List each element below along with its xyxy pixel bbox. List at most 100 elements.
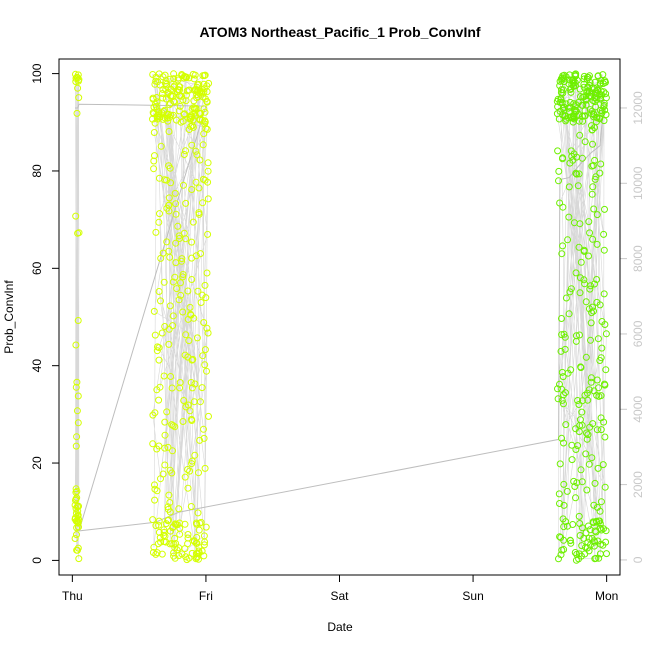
data-point [200,130,208,138]
data-point [558,250,566,258]
plot-frame [58,58,621,576]
data-point [204,329,212,337]
data-point [179,308,187,316]
data-point [576,416,584,424]
data-point [184,534,192,542]
data-point [583,75,591,83]
data-point [563,487,571,495]
data-point [585,305,593,313]
data-point [188,276,196,283]
data-point [74,74,82,82]
y2-tick-label: 0 [631,556,645,563]
data-point [164,503,172,511]
data-point [581,550,589,558]
data-point [564,236,572,244]
cluster-connector [152,73,209,559]
data-point [150,129,158,136]
data-point [188,122,196,130]
data-point [176,524,184,532]
data-point [158,329,166,337]
data-point [176,384,184,392]
data-point [594,72,602,80]
data-point [559,400,567,408]
data-point [184,466,192,473]
data-point [578,154,586,162]
data-point [562,294,570,302]
data-point [150,165,158,173]
data-point [165,110,173,118]
y-tick-label: 0 [30,557,44,564]
data-point [581,112,588,120]
data-point [182,91,190,99]
data-point [191,451,199,459]
data-point [166,75,174,83]
data-point [73,487,81,495]
data-point [167,373,175,380]
data-point [572,107,580,115]
data-point [166,253,174,261]
data-point [170,549,178,557]
points-layer [71,70,610,564]
data-point [590,307,597,315]
data-point [571,71,579,79]
data-point [195,526,203,534]
data-point [601,205,608,213]
data-point [557,347,565,355]
data-point [188,141,196,149]
data-point [590,542,598,550]
data-point [181,473,189,481]
data-point [583,73,591,81]
data-point [72,212,80,220]
data-point [561,112,569,120]
data-point [192,178,200,186]
data-point [184,287,192,295]
data-point [169,422,177,430]
data-point [159,73,167,81]
data-point [558,315,565,322]
data-point [169,523,177,531]
data-point [574,397,582,404]
data-point [566,288,574,296]
data-point [201,346,209,354]
data-point [190,75,198,83]
data-point [557,96,565,104]
data-point [587,336,594,344]
data-point [180,229,188,237]
data-point [170,70,178,78]
data-point [572,337,580,345]
data-point [554,385,561,393]
data-point [575,550,583,558]
data-point [159,94,167,102]
data-point [74,229,82,237]
data-point [596,90,604,98]
data-point [572,269,580,277]
data-point [72,383,80,391]
data-point [593,211,601,219]
data-point [591,175,599,183]
data-point [592,517,600,525]
data-point [195,80,203,88]
y2-tick-label: 4000 [631,396,645,423]
data-point [556,533,564,541]
x-tick-label: Sat [330,589,349,603]
data-point [179,273,187,281]
data-point [590,110,597,118]
data-point [191,380,199,388]
data-point [151,152,158,160]
data-point [560,330,568,338]
data-point [578,408,586,416]
data-point [566,71,573,79]
data-point [583,389,591,397]
data-point [596,115,604,123]
data-point [177,279,184,287]
data-point [155,521,163,529]
data-point [597,392,605,400]
data-point [575,512,583,520]
data-point [567,285,575,293]
data-point [589,235,597,243]
x-tick-label: Mon [595,589,618,603]
data-point [587,282,595,290]
y2-tick-label: 12000 [631,91,645,125]
data-point [195,109,203,117]
data-point [601,433,609,441]
